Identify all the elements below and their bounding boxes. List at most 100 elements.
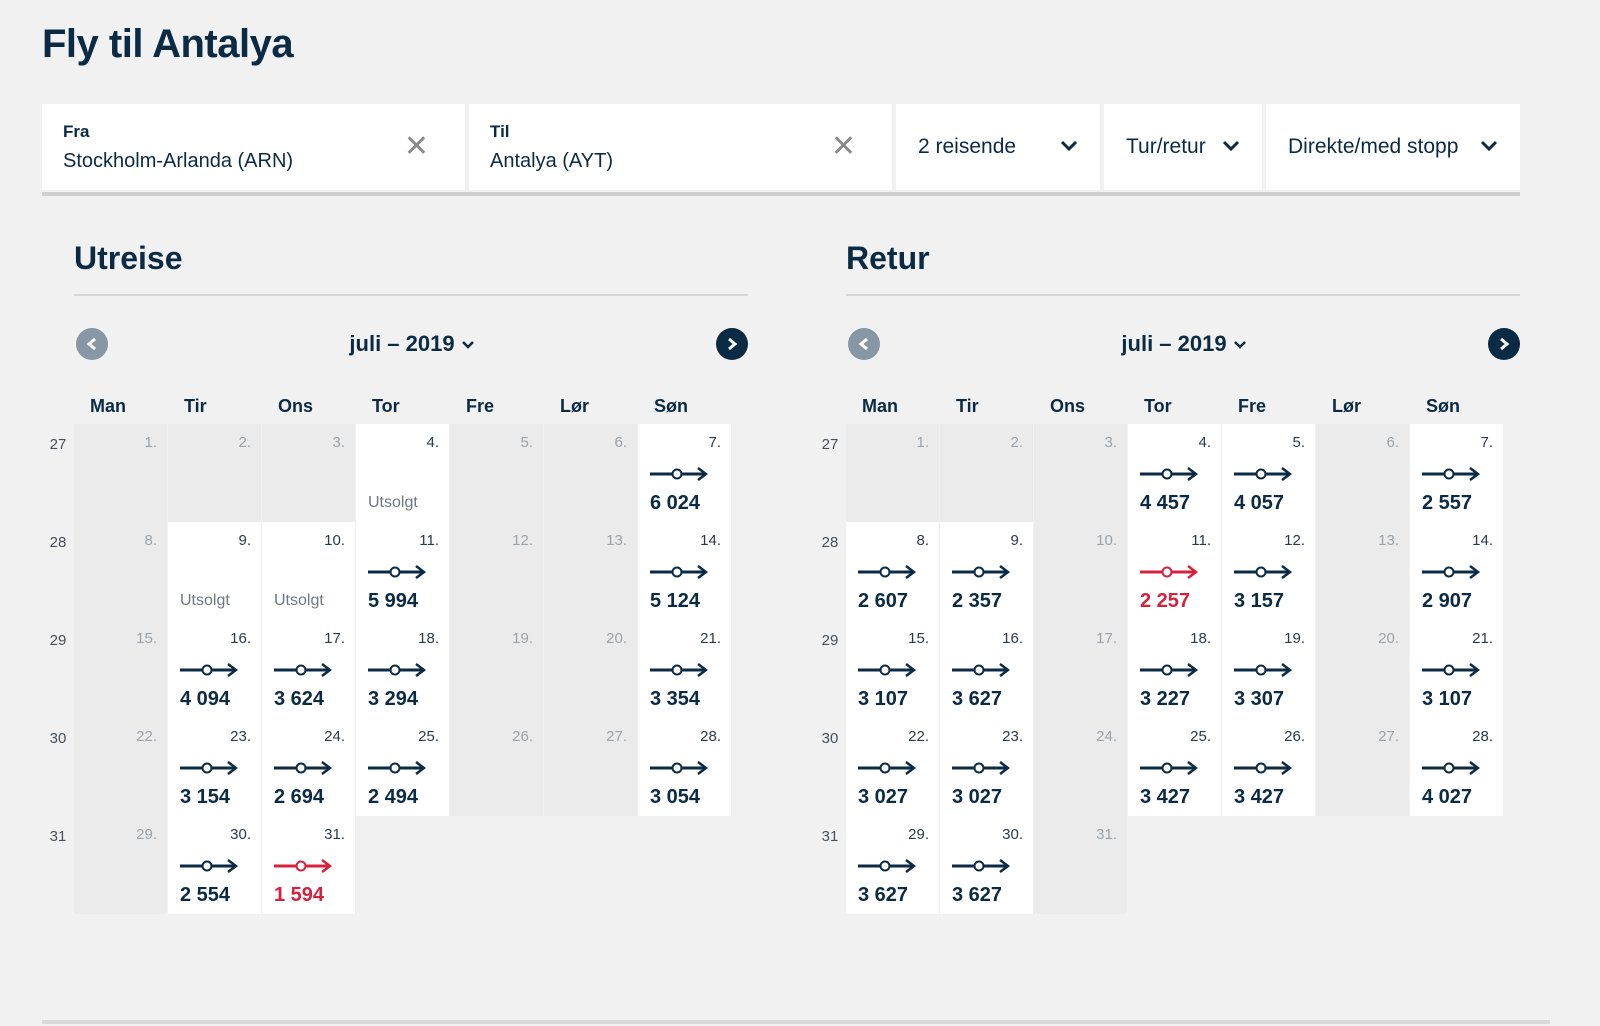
month-dropdown[interactable]: juli – 2019	[1084, 328, 1284, 360]
day-price: 3 294	[368, 688, 419, 710]
day-price: 3 427	[1234, 786, 1285, 808]
day-cell[interactable]: 18. 3 227	[1128, 620, 1221, 718]
prev-month-button[interactable]	[76, 328, 108, 360]
day-cell[interactable]: 11. 5 994	[356, 522, 449, 620]
day-number: 9.	[238, 532, 251, 549]
chevron-left-icon	[86, 337, 96, 351]
day-cell[interactable]: 9. 2 357	[940, 522, 1033, 620]
clear-to-icon[interactable]: ✕	[830, 130, 856, 163]
stops-dropdown[interactable]: Direkte/med stopp	[1266, 104, 1520, 190]
day-number: 27.	[1378, 728, 1399, 745]
day-cell[interactable]: 7. 2 557	[1410, 424, 1503, 522]
day-price: 2 554	[180, 884, 231, 906]
day-number: 12.	[512, 532, 533, 549]
flight-stop-icon	[858, 859, 916, 873]
flight-stop-icon	[274, 859, 332, 873]
trip-type-value: Tur/retur	[1126, 135, 1206, 158]
day-cell[interactable]: 29. 3 627	[846, 816, 939, 914]
flight-stop-icon	[952, 859, 1010, 873]
day-cell[interactable]: 15. 3 107	[846, 620, 939, 718]
day-cell[interactable]: 14. 5 124	[638, 522, 731, 620]
month-dropdown[interactable]: juli – 2019	[312, 328, 512, 360]
day-number: 16.	[1002, 630, 1023, 647]
day-number: 18.	[418, 630, 439, 647]
day-price: 5 994	[368, 590, 419, 612]
week-number: 31	[49, 828, 67, 845]
day-cell[interactable]: 18. 3 294	[356, 620, 449, 718]
day-cell[interactable]: 24. 2 694	[262, 718, 355, 816]
day-number: 10.	[324, 532, 345, 549]
day-cell[interactable]: 5. 4 057	[1222, 424, 1315, 522]
day-cell[interactable]: 14. 2 907	[1410, 522, 1503, 620]
day-cell[interactable]: 19. 3 307	[1222, 620, 1315, 718]
day-cell[interactable]: 21. 3 354	[638, 620, 731, 718]
day-cell: 24.	[1034, 718, 1127, 816]
to-value[interactable]: Antalya (AYT)	[490, 150, 613, 172]
clear-from-icon[interactable]: ✕	[403, 130, 429, 163]
day-number: 2.	[1010, 434, 1023, 451]
flight-stop-icon	[858, 565, 916, 579]
trip-type-dropdown[interactable]: Tur/retur	[1104, 104, 1262, 190]
day-price: 3 054	[650, 786, 701, 808]
to-label: Til	[490, 122, 510, 141]
flight-stop-icon	[368, 663, 426, 677]
day-number: 25.	[418, 728, 439, 745]
day-cell[interactable]: 25. 2 494	[356, 718, 449, 816]
flight-stop-icon	[368, 565, 426, 579]
day-cell: 2.	[168, 424, 261, 522]
day-cell: 12.	[450, 522, 543, 620]
flight-stop-icon	[1234, 565, 1292, 579]
day-cell[interactable]: 28. 3 054	[638, 718, 731, 816]
day-price: 3 107	[1422, 688, 1473, 710]
weekday-label: Man	[90, 396, 126, 416]
day-number: 22.	[908, 728, 929, 745]
day-cell[interactable]: 23. 3 154	[168, 718, 261, 816]
day-cell[interactable]: 30. 2 554	[168, 816, 261, 914]
weekday-label: Ons	[278, 396, 314, 416]
to-field[interactable]: Til Antalya (AYT) ✕	[469, 104, 892, 190]
passengers-dropdown[interactable]: 2 reisende	[896, 104, 1100, 190]
day-number: 24.	[324, 728, 345, 745]
next-month-button[interactable]	[716, 328, 748, 360]
search-underline	[42, 192, 1520, 196]
day-number: 22.	[136, 728, 157, 745]
day-number: 7.	[708, 434, 721, 451]
weekday-label: Lør	[560, 396, 589, 416]
next-month-button[interactable]	[1488, 328, 1520, 360]
day-cell[interactable]: 31. 1 594	[262, 816, 355, 914]
flight-stop-icon	[952, 565, 1010, 579]
day-cell: 13.	[544, 522, 637, 620]
day-cell[interactable]: 22. 3 027	[846, 718, 939, 816]
day-cell[interactable]: 4. 4 457	[1128, 424, 1221, 522]
sold-out-label: Utsolgt	[274, 592, 324, 609]
day-cell[interactable]: 26. 3 427	[1222, 718, 1315, 816]
week-number: 30	[49, 730, 67, 747]
passengers-value: 2 reisende	[918, 135, 1017, 158]
day-cell[interactable]: 11. 2 257	[1128, 522, 1221, 620]
from-value[interactable]: Stockholm-Arlanda (ARN)	[63, 150, 294, 172]
day-cell[interactable]: 7. 6 024	[638, 424, 731, 522]
day-number: 12.	[1284, 532, 1305, 549]
day-price: 4 094	[180, 688, 231, 710]
day-cell[interactable]: 16. 4 094	[168, 620, 261, 718]
day-cell[interactable]: 23. 3 027	[940, 718, 1033, 816]
day-number: 6.	[614, 434, 627, 451]
day-cell[interactable]: 16. 3 627	[940, 620, 1033, 718]
month-label: juli – 2019	[349, 331, 455, 356]
day-price: 3 627	[952, 688, 1003, 710]
flight-stop-icon	[858, 663, 916, 677]
day-cell[interactable]: 25. 3 427	[1128, 718, 1221, 816]
day-number: 21.	[1472, 630, 1493, 647]
day-cell[interactable]: 17. 3 624	[262, 620, 355, 718]
day-cell[interactable]: 8. 2 607	[846, 522, 939, 620]
day-cell[interactable]: 30. 3 627	[940, 816, 1033, 914]
from-field[interactable]: Fra Stockholm-Arlanda (ARN) ✕	[42, 104, 465, 190]
prev-month-button[interactable]	[848, 328, 880, 360]
day-number: 18.	[1190, 630, 1211, 647]
day-cell[interactable]: 12. 3 157	[1222, 522, 1315, 620]
day-cell[interactable]: 21. 3 107	[1410, 620, 1503, 718]
weekday-label: Tir	[184, 396, 207, 416]
day-price: 3 627	[952, 884, 1003, 906]
day-price: 3 427	[1140, 786, 1191, 808]
day-cell[interactable]: 28. 4 027	[1410, 718, 1503, 816]
